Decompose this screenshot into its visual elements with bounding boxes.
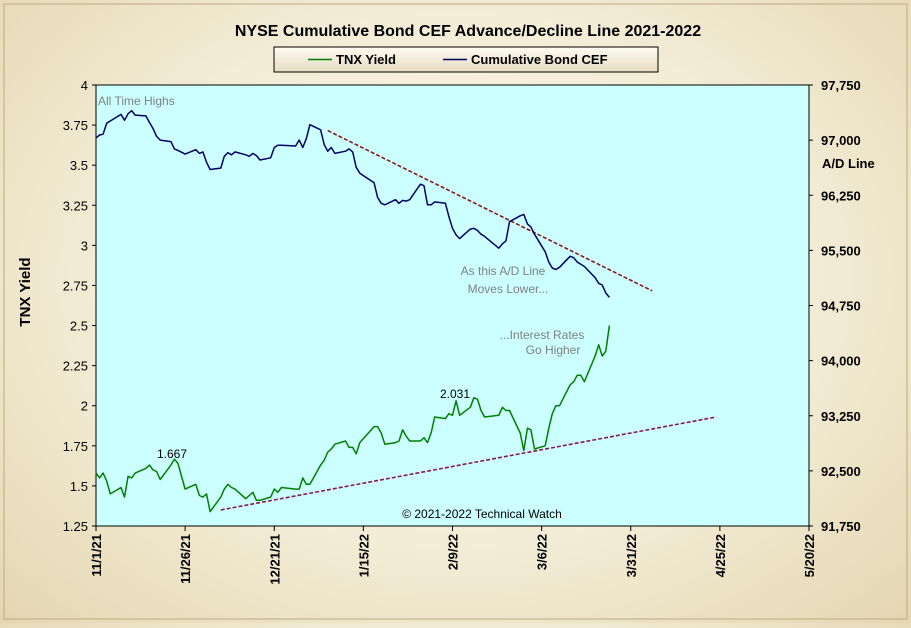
x-tick-label: 11/1/21	[89, 534, 104, 577]
right-tick-label: 92,500	[821, 464, 861, 479]
left-tick-label: 1.5	[70, 479, 88, 494]
copyright-footer: © 2021-2022 Technical Watch	[402, 507, 562, 521]
annotation-rates-2: Go Higher	[526, 343, 581, 357]
x-tick-label: 3/6/22	[535, 534, 550, 570]
right-tick-label: 95,500	[821, 243, 861, 258]
outer-frame	[3, 3, 908, 620]
right-tick-label: 94,750	[821, 299, 861, 314]
right-tick-label: 91,750	[821, 519, 861, 534]
data-series	[95, 109, 611, 513]
left-tick-label: 2	[81, 399, 88, 414]
left-tick-label: 3	[81, 238, 88, 253]
annotation-tnx-high-2: 2.031	[440, 387, 470, 401]
left-tick-label: 3.75	[63, 118, 88, 133]
x-tick-label: 12/21/21	[267, 534, 282, 585]
right-tick-label: 94,000	[821, 354, 861, 369]
legend-label-tnx-yield: TNX Yield	[336, 52, 396, 67]
left-tick-label: 3.25	[63, 198, 88, 213]
x-tick-label: 11/26/21	[178, 534, 193, 584]
trendline	[327, 129, 653, 292]
annotation-rates-1: ...Interest Rates	[500, 328, 585, 342]
left-axis-title: TNX Yield	[17, 257, 34, 326]
left-tick-label: 2.5	[70, 319, 88, 334]
left-tick-label: 4	[81, 78, 88, 93]
right-axis-title: A/D Line	[822, 156, 875, 171]
trendline	[220, 416, 717, 511]
left-tick-label: 2.25	[63, 359, 88, 374]
series-line	[95, 109, 610, 298]
x-tick-label: 4/25/22	[713, 534, 728, 577]
x-tick-label: 1/15/22	[356, 534, 371, 577]
legend: TNX Yield Cumulative Bond CEF	[273, 46, 659, 73]
right-tick-label: 97,750	[821, 78, 861, 93]
trendlines	[220, 129, 717, 511]
right-tick-label: 96,250	[821, 188, 861, 203]
plot-area	[95, 84, 810, 527]
legend-box	[273, 46, 659, 73]
x-tick-label: 5/20/22	[802, 534, 817, 577]
right-tick-label: 93,250	[821, 409, 861, 424]
left-tick-label: 1.75	[63, 439, 88, 454]
left-tick-label: 2.75	[63, 278, 88, 293]
chart-title: NYSE Cumulative Bond CEF Advance/Decline…	[235, 23, 701, 40]
left-tick-label: 1.25	[63, 519, 88, 534]
x-tick-label: 2/9/22	[446, 534, 461, 570]
series-line	[95, 325, 611, 513]
annotation-tnx-high-1: 1.667	[157, 447, 187, 461]
annotation-all-time-highs: All Time Highs	[98, 94, 175, 108]
legend-label-cumulative-bond-cef: Cumulative Bond CEF	[471, 52, 608, 67]
annotation-ad-line-1: As this A/D Line	[461, 264, 546, 278]
axes: 1.25 1.5 1.75 2 2.25 2.5 2.75 3 3.25 3.5 3.75 4 91,7…	[63, 78, 861, 585]
right-tick-label: 97,000	[821, 133, 861, 148]
annotation-ad-line-2: Moves Lower...	[468, 282, 549, 296]
x-tick-label: 3/31/22	[624, 534, 639, 577]
left-tick-label: 3.5	[70, 158, 88, 173]
